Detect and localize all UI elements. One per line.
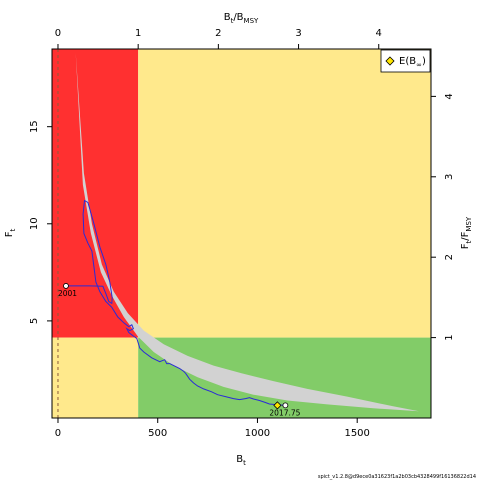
legend-label: E(B∞): [399, 56, 426, 69]
plot-frame: [51, 48, 432, 419]
caution-zone-high-biomass: [138, 49, 431, 338]
y-axis-right: 1 2 3 4: [431, 93, 455, 341]
legend-diamond-icon: [385, 56, 395, 66]
end-year-label: 2017.75: [269, 408, 300, 417]
right-tick-label: 3: [444, 174, 455, 180]
top-tick-label: 3: [295, 28, 301, 39]
top-tick-label: 1: [135, 28, 141, 39]
trajectory-line: [66, 199, 286, 406]
y-tick-label: 10: [29, 217, 40, 230]
final-state-diamond: [273, 401, 282, 410]
top-tick-label: 2: [215, 28, 221, 39]
top-tick-label: 0: [55, 28, 61, 39]
x-tick-label: 500: [148, 428, 167, 439]
y-tick-label: 15: [29, 120, 40, 133]
final-point-marker: [282, 402, 289, 409]
top-tick-label: 4: [376, 28, 382, 39]
y-tick-label: 5: [29, 318, 40, 324]
legend-box: [380, 49, 431, 73]
right-tick-label: 4: [444, 93, 455, 99]
x-axis-top: 0 1 2 3 4: [55, 28, 382, 49]
start-year-label: 2001: [58, 289, 77, 298]
legend: E(B∞): [380, 49, 431, 73]
y-axis-left: 5 10 15: [29, 120, 52, 324]
y-axis-label: Ft: [4, 228, 17, 237]
footnote: spict_v1.2.8@d9ece0a31623f1a2b03cb432849…: [318, 474, 476, 480]
x-tick-label: 0: [55, 428, 61, 439]
right-axis-label: Ft/FMSY: [460, 216, 473, 249]
top-axis-label: Bt/BMSY: [224, 12, 259, 25]
x-tick-label: 1000: [245, 428, 270, 439]
x-axis-label: Bt: [236, 454, 246, 467]
right-tick-label: 1: [444, 334, 455, 340]
x-tick-label: 1500: [344, 428, 369, 439]
x-axis-bottom: 0 500 1000 1500: [55, 418, 370, 439]
caution-zone-low-biomass: [52, 337, 139, 418]
start-point-marker: [63, 283, 69, 289]
overfished-zone: [52, 49, 139, 338]
right-tick-label: 2: [444, 254, 455, 260]
